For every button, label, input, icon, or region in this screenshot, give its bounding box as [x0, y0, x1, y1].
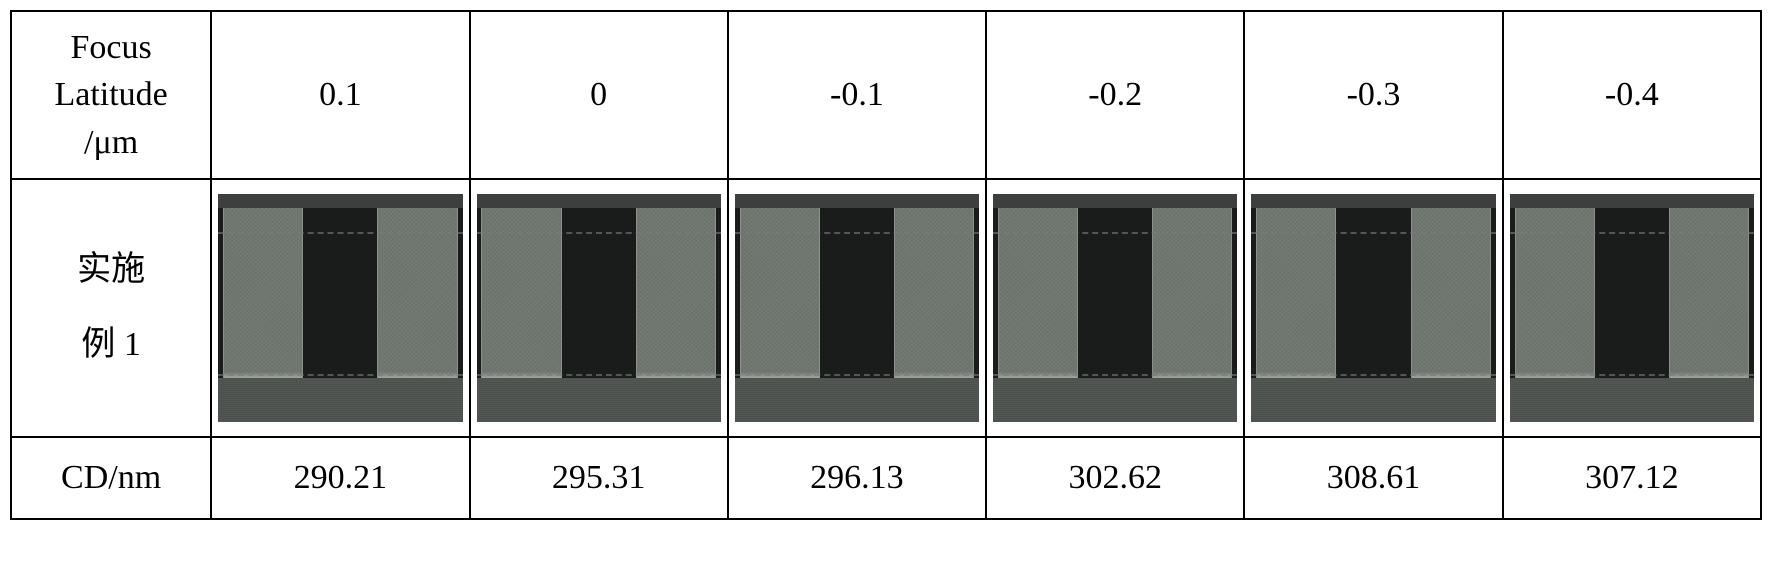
sem-image-cell	[986, 179, 1244, 437]
focus-header-line2: Latitude	[54, 76, 167, 113]
cd-value: 290.21	[211, 437, 469, 519]
focus-value: 0	[470, 11, 728, 179]
focus-value: 0.1	[211, 11, 469, 179]
focus-header-line3: /μm	[84, 124, 138, 161]
sem-image-cell	[728, 179, 986, 437]
table-row-images: 实施 例 1	[11, 179, 1761, 437]
sem-image	[1251, 194, 1495, 422]
row-label-cd: CD/nm	[11, 437, 211, 519]
table-row-header: Focus Latitude /μm 0.1 0 -0.1 -0.2 -0.3 …	[11, 11, 1761, 179]
sem-image	[477, 194, 721, 422]
sem-image	[735, 194, 979, 422]
cd-value: 307.12	[1503, 437, 1761, 519]
row-label-focus: Focus Latitude /μm	[11, 11, 211, 179]
cd-value: 308.61	[1244, 437, 1502, 519]
sem-image	[993, 194, 1237, 422]
sem-image	[218, 194, 462, 422]
table-row-cd: CD/nm 290.21 295.31 296.13 302.62 308.61…	[11, 437, 1761, 519]
example-label-line1: 实施	[77, 251, 145, 288]
sem-image-cell	[1244, 179, 1502, 437]
focus-value: -0.2	[986, 11, 1244, 179]
focus-value: -0.4	[1503, 11, 1761, 179]
example-label-line2: 例 1	[81, 326, 141, 363]
sem-image	[1510, 194, 1754, 422]
sem-image-cell	[1503, 179, 1761, 437]
focus-header-line1: Focus	[70, 29, 151, 66]
cd-value: 296.13	[728, 437, 986, 519]
cd-value: 295.31	[470, 437, 728, 519]
focus-value: -0.3	[1244, 11, 1502, 179]
focus-latitude-table: Focus Latitude /μm 0.1 0 -0.1 -0.2 -0.3 …	[10, 10, 1762, 520]
sem-image-cell	[470, 179, 728, 437]
focus-value: -0.1	[728, 11, 986, 179]
cd-value: 302.62	[986, 437, 1244, 519]
row-label-example: 实施 例 1	[11, 179, 211, 437]
sem-image-cell	[211, 179, 469, 437]
